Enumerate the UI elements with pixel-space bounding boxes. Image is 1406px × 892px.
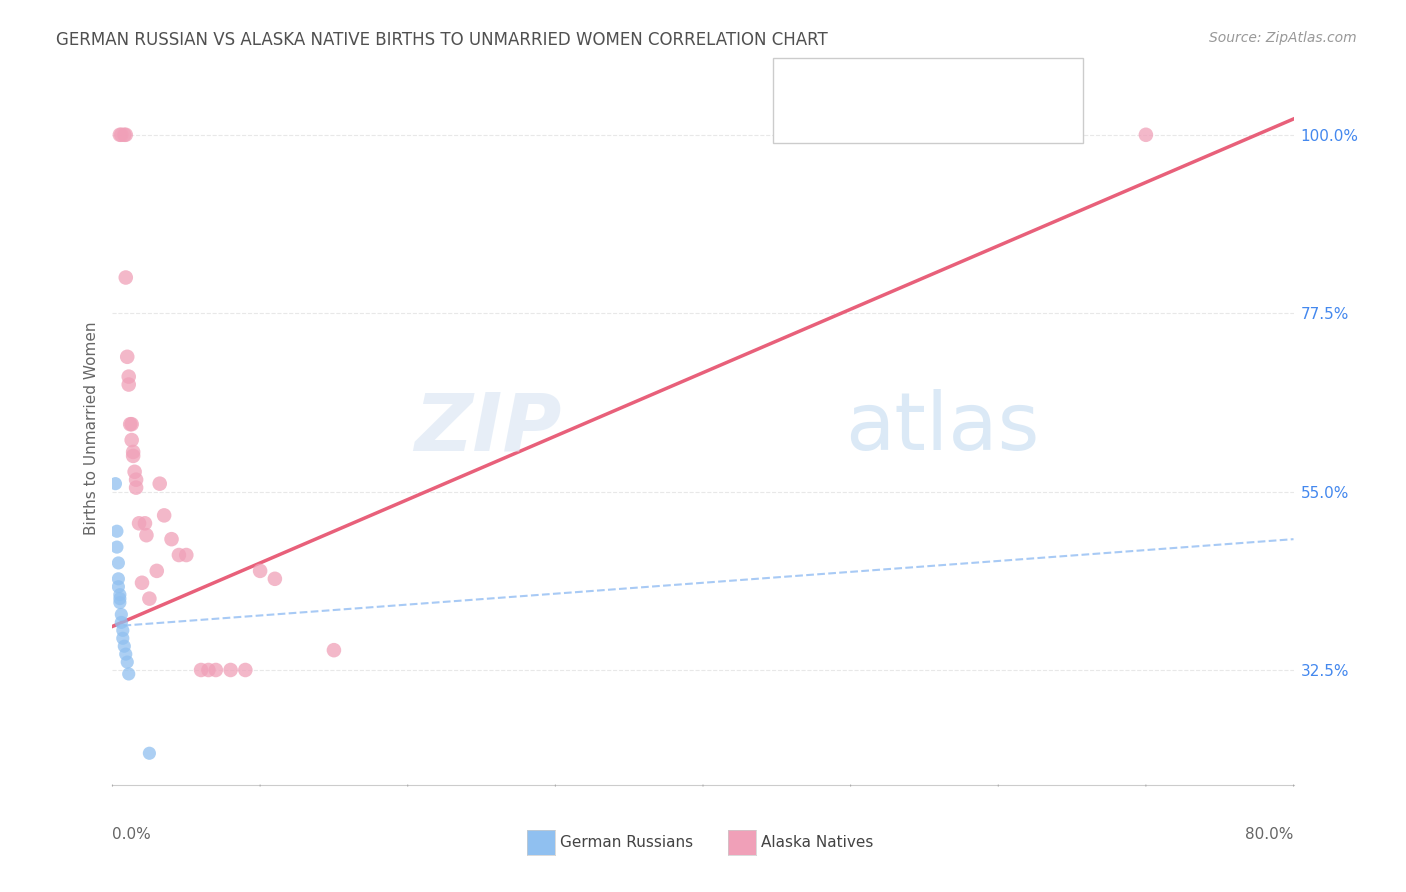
Point (249, 564, 271, 578)
Point (121, 417, 143, 432)
Point (128, 516, 150, 531)
Point (114, 647, 136, 661)
Text: 0.0%: 0.0% (112, 827, 152, 841)
Point (112, 128, 135, 142)
Point (122, 445, 145, 459)
Point (197, 663, 219, 677)
Point (120, 417, 142, 432)
Y-axis label: Births to Unmarried Women: Births to Unmarried Women (83, 321, 98, 535)
Point (117, 655, 138, 669)
Point (108, 591, 131, 606)
Point (219, 663, 242, 677)
Point (125, 481, 148, 495)
Point (118, 667, 141, 681)
Point (108, 596, 131, 610)
Point (153, 508, 176, 523)
Point (110, 128, 132, 142)
Point (323, 643, 346, 657)
Point (111, 632, 134, 646)
Point (135, 528, 157, 542)
Point (1135, 128, 1157, 142)
Point (167, 548, 190, 562)
Text: Source: ZipAtlas.com: Source: ZipAtlas.com (1209, 31, 1357, 45)
Text: Alaska Natives: Alaska Natives (761, 835, 873, 849)
Text: 80.0%: 80.0% (1246, 827, 1294, 841)
Text: GERMAN RUSSIAN VS ALASKA NATIVE BIRTHS TO UNMARRIED WOMEN CORRELATION CHART: GERMAN RUSSIAN VS ALASKA NATIVE BIRTHS T… (56, 31, 828, 49)
Point (105, 540, 128, 554)
Point (131, 575, 153, 590)
Point (110, 607, 132, 622)
Point (108, 128, 131, 142)
Point (138, 591, 160, 606)
Text: R = 0.148   N = 18: R = 0.148 N = 18 (821, 73, 966, 87)
Point (138, 746, 160, 760)
Point (117, 350, 138, 364)
Point (111, 624, 134, 638)
Point (264, 572, 287, 586)
Point (205, 663, 228, 677)
Point (107, 580, 129, 594)
Point (112, 639, 135, 653)
Point (149, 476, 172, 491)
Point (114, 270, 136, 285)
Point (122, 449, 145, 463)
Point (114, 128, 136, 142)
Point (121, 433, 143, 447)
Text: German Russians: German Russians (560, 835, 693, 849)
Point (233, 663, 256, 677)
Point (107, 556, 129, 570)
Point (125, 473, 148, 487)
Text: ZIP: ZIP (413, 389, 561, 467)
Point (146, 564, 169, 578)
Point (124, 465, 146, 479)
Point (118, 377, 141, 392)
Text: R = 0.505   N = 36: R = 0.505 N = 36 (821, 109, 966, 123)
Point (107, 572, 129, 586)
Point (190, 663, 212, 677)
Point (110, 615, 132, 630)
Point (174, 548, 197, 562)
Point (134, 516, 156, 531)
Text: atlas: atlas (845, 389, 1039, 467)
Point (160, 532, 183, 546)
Point (108, 588, 131, 602)
Point (104, 476, 127, 491)
Point (105, 524, 128, 539)
Point (118, 369, 141, 384)
